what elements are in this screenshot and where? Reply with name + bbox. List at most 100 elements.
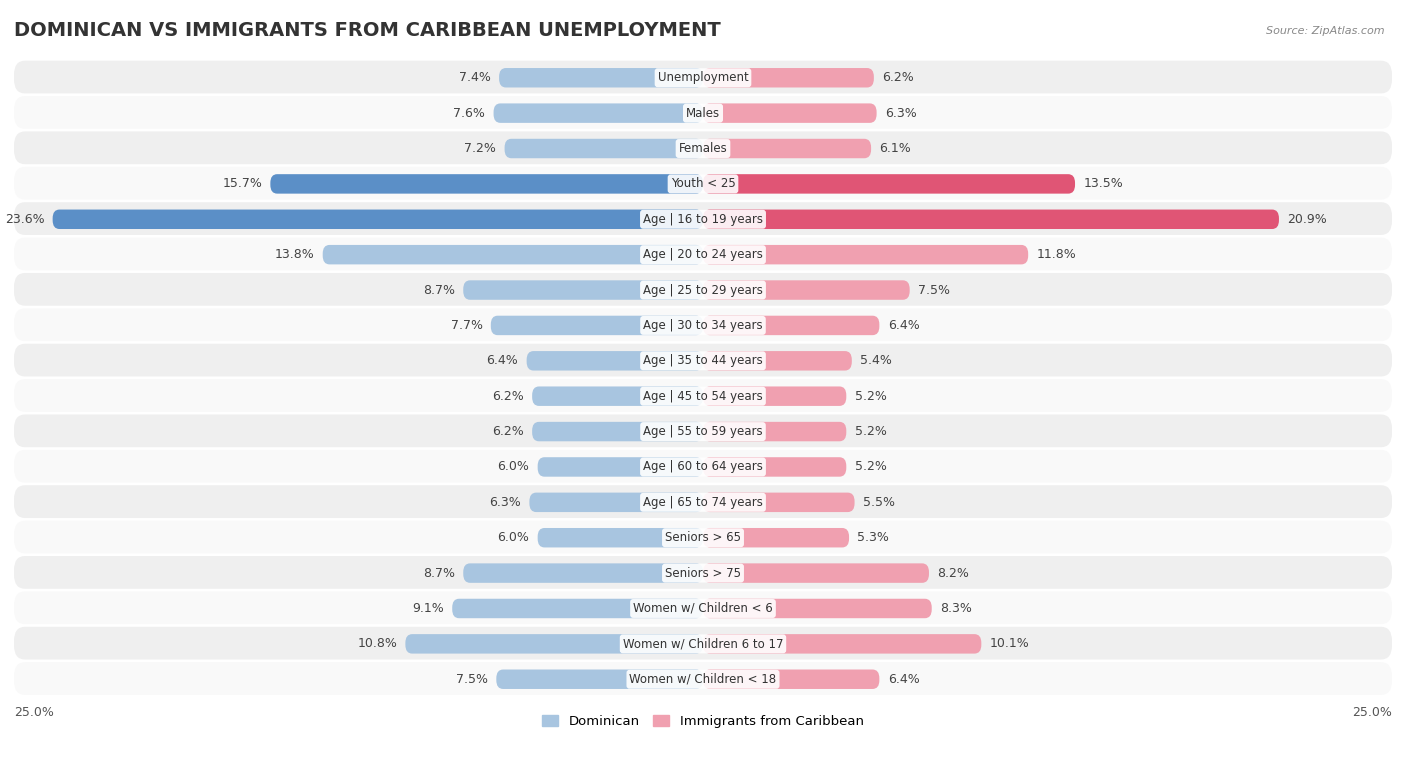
Text: Males: Males [686, 107, 720, 120]
Text: 6.3%: 6.3% [884, 107, 917, 120]
Text: 7.5%: 7.5% [918, 284, 950, 297]
Text: 9.1%: 9.1% [412, 602, 444, 615]
Text: 6.4%: 6.4% [887, 673, 920, 686]
FancyBboxPatch shape [527, 351, 703, 370]
Text: 13.8%: 13.8% [274, 248, 315, 261]
FancyBboxPatch shape [14, 556, 1392, 589]
Text: 6.1%: 6.1% [879, 142, 911, 155]
FancyBboxPatch shape [14, 627, 1392, 659]
Text: Age | 16 to 19 years: Age | 16 to 19 years [643, 213, 763, 226]
FancyBboxPatch shape [703, 669, 879, 689]
FancyBboxPatch shape [14, 485, 1392, 518]
Text: Seniors > 75: Seniors > 75 [665, 566, 741, 580]
Text: 8.3%: 8.3% [941, 602, 972, 615]
Text: Age | 55 to 59 years: Age | 55 to 59 years [643, 425, 763, 438]
Text: 6.2%: 6.2% [492, 390, 524, 403]
FancyBboxPatch shape [14, 344, 1392, 376]
FancyBboxPatch shape [14, 379, 1392, 412]
Text: Unemployment: Unemployment [658, 71, 748, 84]
FancyBboxPatch shape [531, 422, 703, 441]
FancyBboxPatch shape [14, 132, 1392, 164]
FancyBboxPatch shape [14, 521, 1392, 553]
FancyBboxPatch shape [703, 528, 849, 547]
FancyBboxPatch shape [463, 280, 703, 300]
FancyBboxPatch shape [703, 457, 846, 477]
FancyBboxPatch shape [537, 457, 703, 477]
Text: 6.3%: 6.3% [489, 496, 522, 509]
Text: 8.7%: 8.7% [423, 566, 456, 580]
FancyBboxPatch shape [491, 316, 703, 335]
Text: 5.4%: 5.4% [860, 354, 891, 367]
FancyBboxPatch shape [703, 68, 875, 88]
Text: 6.4%: 6.4% [887, 319, 920, 332]
Text: Source: ZipAtlas.com: Source: ZipAtlas.com [1267, 26, 1385, 36]
Text: 7.4%: 7.4% [458, 71, 491, 84]
FancyBboxPatch shape [323, 245, 703, 264]
Text: Seniors > 65: Seniors > 65 [665, 531, 741, 544]
Text: 25.0%: 25.0% [1353, 706, 1392, 719]
FancyBboxPatch shape [463, 563, 703, 583]
Text: 6.2%: 6.2% [882, 71, 914, 84]
Text: 13.5%: 13.5% [1083, 177, 1123, 191]
Text: 7.2%: 7.2% [464, 142, 496, 155]
FancyBboxPatch shape [52, 210, 703, 229]
FancyBboxPatch shape [703, 387, 846, 406]
Text: 5.2%: 5.2% [855, 425, 886, 438]
FancyBboxPatch shape [703, 210, 1279, 229]
Text: Age | 45 to 54 years: Age | 45 to 54 years [643, 390, 763, 403]
FancyBboxPatch shape [703, 563, 929, 583]
FancyBboxPatch shape [14, 238, 1392, 270]
Text: Women w/ Children < 6: Women w/ Children < 6 [633, 602, 773, 615]
Text: 10.8%: 10.8% [357, 637, 396, 650]
Text: 7.6%: 7.6% [453, 107, 485, 120]
FancyBboxPatch shape [14, 61, 1392, 93]
FancyBboxPatch shape [14, 167, 1392, 200]
FancyBboxPatch shape [14, 662, 1392, 695]
Text: 23.6%: 23.6% [4, 213, 45, 226]
Text: Women w/ Children < 18: Women w/ Children < 18 [630, 673, 776, 686]
Text: 8.2%: 8.2% [938, 566, 969, 580]
Text: 6.0%: 6.0% [498, 460, 530, 473]
Text: 5.5%: 5.5% [863, 496, 894, 509]
Text: 11.8%: 11.8% [1036, 248, 1076, 261]
Text: 5.2%: 5.2% [855, 460, 886, 473]
FancyBboxPatch shape [703, 104, 876, 123]
FancyBboxPatch shape [530, 493, 703, 512]
Legend: Dominican, Immigrants from Caribbean: Dominican, Immigrants from Caribbean [537, 709, 869, 734]
FancyBboxPatch shape [703, 493, 855, 512]
FancyBboxPatch shape [703, 316, 879, 335]
FancyBboxPatch shape [14, 202, 1392, 235]
FancyBboxPatch shape [14, 308, 1392, 341]
Text: 7.5%: 7.5% [456, 673, 488, 686]
FancyBboxPatch shape [496, 669, 703, 689]
FancyBboxPatch shape [531, 387, 703, 406]
FancyBboxPatch shape [270, 174, 703, 194]
FancyBboxPatch shape [703, 422, 846, 441]
FancyBboxPatch shape [405, 634, 703, 653]
Text: Females: Females [679, 142, 727, 155]
Text: 5.3%: 5.3% [858, 531, 889, 544]
Text: 8.7%: 8.7% [423, 284, 456, 297]
FancyBboxPatch shape [14, 96, 1392, 129]
Text: 25.0%: 25.0% [14, 706, 53, 719]
Text: Age | 65 to 74 years: Age | 65 to 74 years [643, 496, 763, 509]
FancyBboxPatch shape [494, 104, 703, 123]
FancyBboxPatch shape [537, 528, 703, 547]
Text: 10.1%: 10.1% [990, 637, 1029, 650]
FancyBboxPatch shape [14, 591, 1392, 625]
FancyBboxPatch shape [14, 273, 1392, 306]
Text: Age | 60 to 64 years: Age | 60 to 64 years [643, 460, 763, 473]
FancyBboxPatch shape [703, 280, 910, 300]
Text: Age | 35 to 44 years: Age | 35 to 44 years [643, 354, 763, 367]
Text: 7.7%: 7.7% [450, 319, 482, 332]
Text: Age | 20 to 24 years: Age | 20 to 24 years [643, 248, 763, 261]
FancyBboxPatch shape [703, 174, 1076, 194]
Text: 20.9%: 20.9% [1288, 213, 1327, 226]
Text: DOMINICAN VS IMMIGRANTS FROM CARIBBEAN UNEMPLOYMENT: DOMINICAN VS IMMIGRANTS FROM CARIBBEAN U… [14, 21, 721, 40]
FancyBboxPatch shape [703, 139, 872, 158]
FancyBboxPatch shape [453, 599, 703, 618]
FancyBboxPatch shape [703, 245, 1028, 264]
FancyBboxPatch shape [703, 634, 981, 653]
FancyBboxPatch shape [499, 68, 703, 88]
FancyBboxPatch shape [14, 415, 1392, 447]
